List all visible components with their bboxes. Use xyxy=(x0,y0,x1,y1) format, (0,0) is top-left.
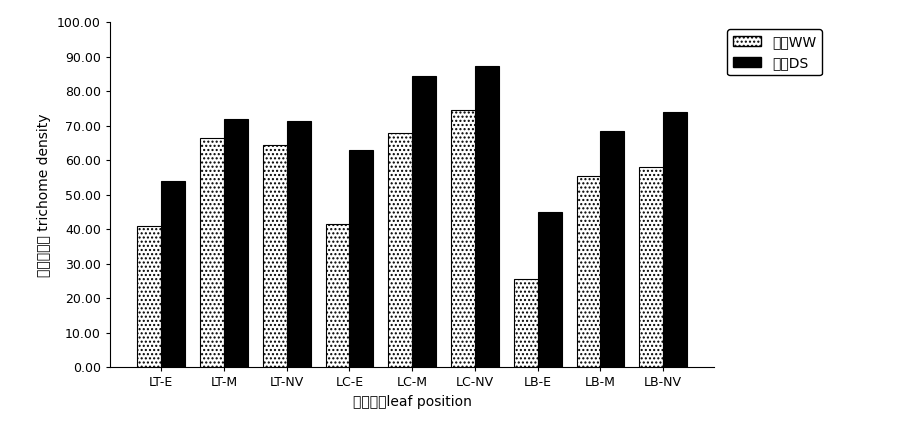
Bar xyxy=(137,226,161,367)
Bar xyxy=(350,150,374,367)
Y-axis label: 表皮毛密度 trichome density: 表皮毛密度 trichome density xyxy=(38,113,51,276)
Bar xyxy=(639,167,663,367)
X-axis label: 叶片部位leaf position: 叶片部位leaf position xyxy=(353,395,472,409)
Bar xyxy=(538,212,562,367)
Bar xyxy=(200,138,224,367)
Bar xyxy=(388,133,412,367)
Bar xyxy=(576,176,600,367)
Bar xyxy=(412,76,436,367)
Legend: 水地WW, 旱地DS: 水地WW, 旱地DS xyxy=(727,30,822,75)
Bar xyxy=(600,131,625,367)
Bar xyxy=(325,224,350,367)
Bar xyxy=(663,112,687,367)
Bar xyxy=(161,181,185,367)
Bar xyxy=(224,119,248,367)
Bar xyxy=(287,121,311,367)
Bar xyxy=(514,280,538,367)
Bar xyxy=(474,65,499,367)
Bar xyxy=(263,145,287,367)
Bar xyxy=(451,110,474,367)
